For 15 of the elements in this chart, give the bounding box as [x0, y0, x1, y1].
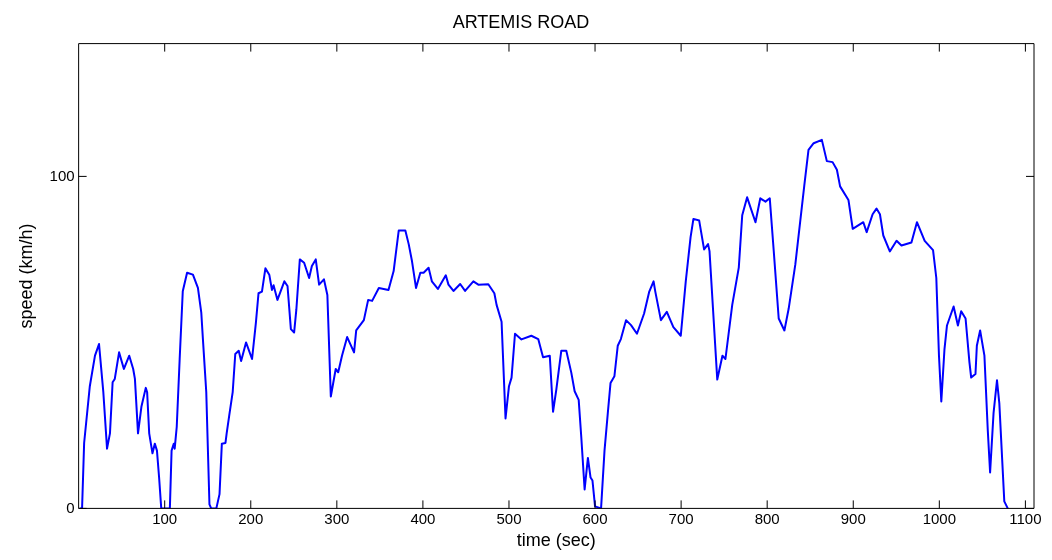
x-tick-label: 900 — [840, 509, 866, 527]
y-tick-label: 0 — [66, 498, 75, 516]
x-tick-label: 200 — [238, 509, 264, 527]
x-tick-label: 1000 — [922, 509, 957, 527]
x-tick-label: 300 — [324, 509, 350, 527]
x-tick-label: 400 — [410, 509, 436, 527]
x-tick-label: 700 — [668, 509, 694, 527]
x-tick-label: 1100 — [1009, 509, 1042, 527]
x-tick-label: 100 — [152, 509, 178, 527]
x-tick-label: 600 — [582, 509, 608, 527]
x-tick-label: 800 — [754, 509, 780, 527]
x-axis-title: time (sec) — [516, 530, 596, 551]
x-tick-label: 500 — [496, 509, 522, 527]
y-axis-title: speed (km/h) — [15, 223, 36, 329]
chart-title: ARTEMIS ROAD — [452, 11, 590, 32]
